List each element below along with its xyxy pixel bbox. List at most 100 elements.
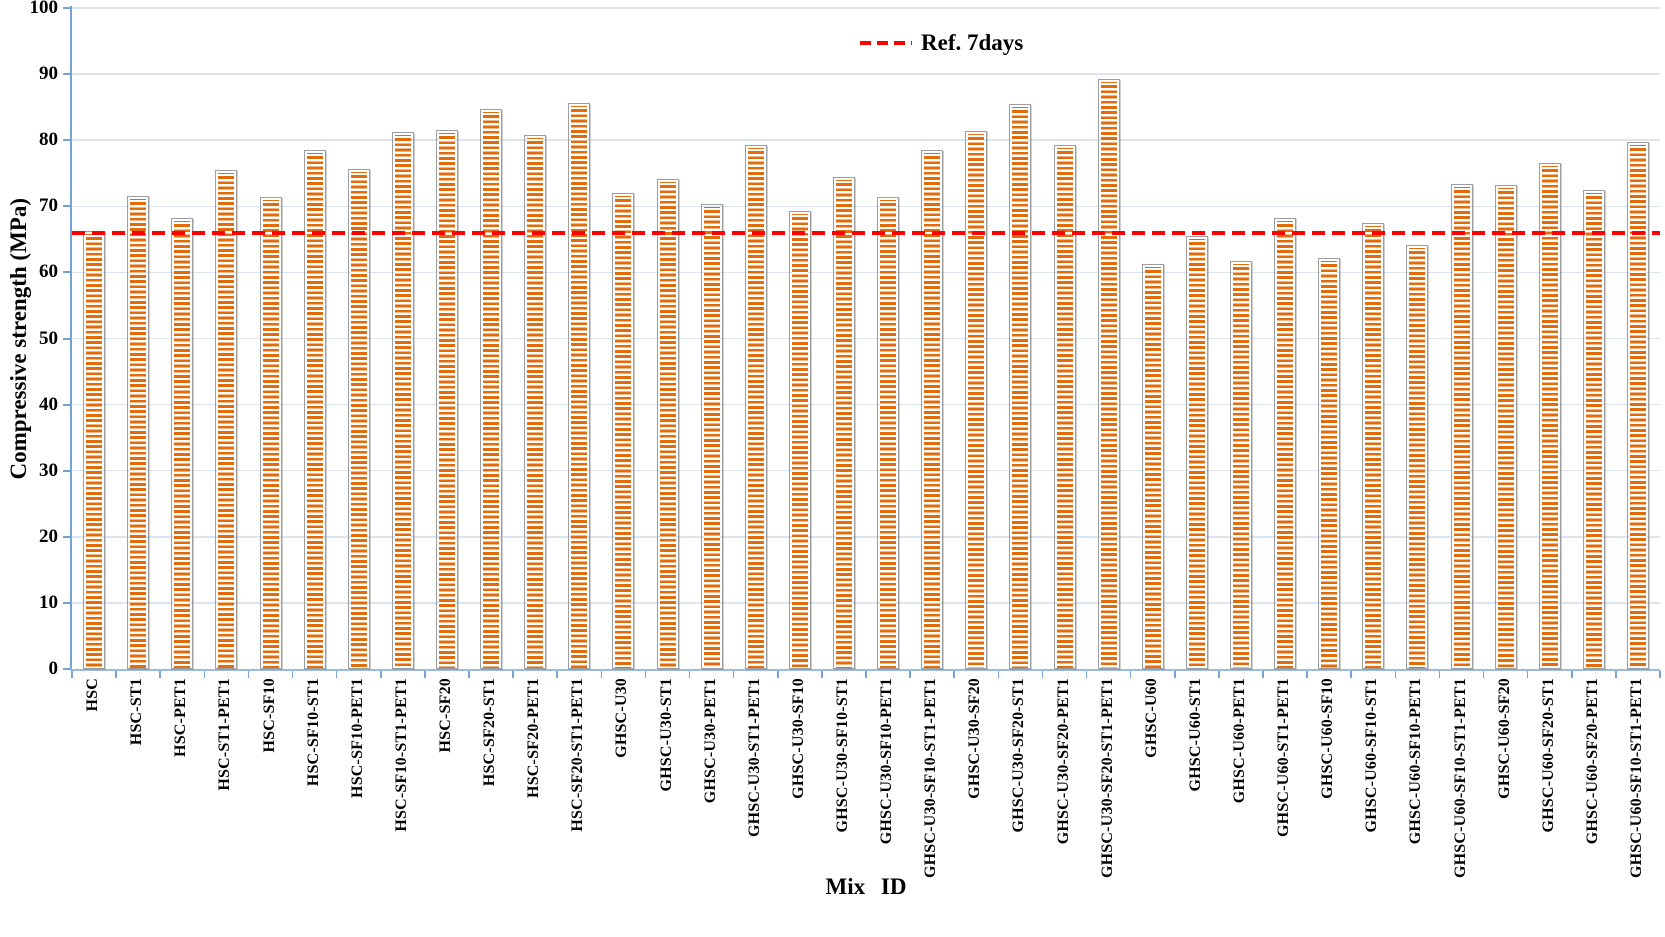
- x-label-GHSC-U30-SF20-ST1-PET1: GHSC-U30-SF20-ST1-PET1: [1098, 678, 1116, 878]
- bar-GHSC-U60-SF10-ST1: [1362, 223, 1385, 669]
- bar-HSC-SF20: [435, 129, 458, 669]
- x-axis-tick: [1085, 671, 1088, 678]
- y-axis-tick-50: [63, 337, 72, 340]
- bar-GHSC-U60-ST1: [1185, 236, 1208, 669]
- y-axis-tick-30: [63, 469, 72, 472]
- bar-GHSC-U60-SF10: [1318, 257, 1341, 669]
- bar-GHSC-U60-ST1-PET1: [1274, 218, 1297, 669]
- y-axis-tick-90: [63, 73, 72, 76]
- x-axis-tick: [1526, 671, 1529, 678]
- x-label-HSC-SF10-ST1-PET1: HSC-SF10-ST1-PET1: [392, 678, 410, 832]
- bar-GHSC-U60-SF10-ST1-PET1: [1626, 142, 1649, 669]
- y-tick-label-70: 70: [39, 195, 58, 217]
- bar-GHSC-U30-SF10: [788, 210, 811, 669]
- bar-GHSC-U30-SF10-ST1-PET1: [921, 150, 944, 669]
- x-axis-tick: [556, 671, 558, 678]
- x-axis-tick: [380, 671, 382, 678]
- x-label-GHSC-U30-ST1: GHSC-U30-ST1: [657, 678, 675, 792]
- x-label-GHSC-U60-ST1: GHSC-U60-ST1: [1186, 678, 1204, 792]
- bar-GHSC-U30-ST1-PET1: [744, 145, 767, 669]
- ref-line-legend-swatch-icon: [860, 41, 912, 45]
- bar-HSC-SF10-ST1-PET1: [391, 131, 414, 669]
- x-axis-tick: [1129, 671, 1132, 678]
- x-axis-tick: [1659, 671, 1661, 678]
- x-label-HSC-SF10-ST1: HSC-SF10-ST1: [304, 678, 322, 787]
- gridline-90: [72, 73, 1660, 75]
- x-label-GHSC-U30-PET1: GHSC-U30-PET1: [701, 678, 719, 804]
- bar-GHSC-U60-SF20: [1494, 185, 1517, 669]
- x-label-GHSC-U60-SF10: GHSC-U60-SF10: [1319, 678, 1337, 799]
- x-label-GHSC-U30: GHSC-U30: [613, 678, 631, 758]
- bar-GHSC-U30-SF10-PET1: [877, 197, 900, 669]
- y-tick-label-10: 10: [39, 591, 58, 613]
- bar-HSC-SF10: [259, 197, 282, 669]
- bar-HSC-ST1: [127, 196, 150, 669]
- x-axis-tick: [1482, 671, 1485, 678]
- x-label-GHSC-U30-SF20-PET1: GHSC-U30-SF20-PET1: [1054, 678, 1072, 845]
- x-label-HSC-SF10: HSC-SF10: [260, 678, 278, 753]
- y-axis-line: [70, 6, 72, 671]
- x-label-HSC: HSC: [84, 678, 102, 712]
- x-label-GHSC-U60-SF10-ST1-PET1: GHSC-U60-SF10-ST1-PET1: [1627, 678, 1645, 878]
- x-axis-tick: [247, 671, 250, 678]
- bar-GHSC-U30-SF20-ST1-PET1: [1097, 78, 1120, 669]
- x-axis-line: [70, 669, 1660, 671]
- x-label-GHSC-U30-SF20-ST1: GHSC-U30-SF20-ST1: [1010, 678, 1028, 833]
- x-label-GHSC-U30-SF10-ST1: GHSC-U30-SF10-ST1: [833, 678, 851, 833]
- x-axis-tick: [997, 671, 1000, 678]
- y-axis-tick-0: [63, 668, 72, 670]
- bar-HSC-ST1-PET1: [215, 169, 238, 669]
- x-axis-tick: [291, 671, 294, 678]
- bar-GHSC-U30-SF20-PET1: [1053, 145, 1076, 669]
- x-label-GHSC-U30-SF10: GHSC-U30-SF10: [789, 678, 807, 799]
- y-tick-label-60: 60: [39, 261, 58, 283]
- bar-HSC-PET1: [171, 218, 194, 669]
- x-label-GHSC-U60-SF20: GHSC-U60-SF20: [1495, 678, 1513, 799]
- x-label-GHSC-U30-SF10-PET1: GHSC-U30-SF10-PET1: [878, 678, 896, 845]
- gridline-10: [72, 602, 1660, 604]
- y-tick-label-90: 90: [39, 63, 58, 85]
- x-label-GHSC-U60-SF20-ST1: GHSC-U60-SF20-ST1: [1539, 678, 1557, 833]
- bar-GHSC-U30-SF20: [965, 130, 988, 669]
- x-axis-tick: [159, 671, 161, 678]
- x-label-HSC-ST1: HSC-ST1: [128, 678, 146, 746]
- x-axis-tick: [512, 671, 514, 678]
- x-axis-tick: [1438, 671, 1441, 678]
- x-axis-tick: [865, 671, 867, 678]
- y-axis-tick-80: [63, 139, 72, 142]
- x-axis-tick: [203, 671, 206, 678]
- x-label-HSC-ST1-PET1: HSC-ST1-PET1: [216, 678, 234, 791]
- x-axis-tick: [71, 671, 73, 678]
- bar-HSC: [83, 231, 106, 669]
- x-label-GHSC-U60-PET1: GHSC-U60-PET1: [1230, 678, 1248, 804]
- gridline-80: [72, 139, 1660, 141]
- x-axis-tick: [1306, 671, 1308, 678]
- x-axis-tick: [424, 671, 426, 678]
- bar-GHSC-U60-SF10-PET1: [1406, 245, 1429, 669]
- x-axis-tick: [1262, 671, 1264, 678]
- bar-GHSC-U30-PET1: [700, 204, 723, 669]
- x-label-GHSC-U60: GHSC-U60: [1142, 678, 1160, 758]
- x-axis-tick: [1350, 671, 1352, 678]
- x-axis-tick: [600, 671, 603, 678]
- y-axis-tick-20: [63, 535, 72, 538]
- x-axis-tick: [1571, 671, 1573, 678]
- y-tick-label-30: 30: [39, 459, 58, 481]
- y-axis-tick-40: [63, 403, 72, 406]
- x-axis-tick: [909, 671, 911, 678]
- bar-GHSC-U30: [612, 193, 635, 669]
- bar-GHSC-U60-SF20-ST1: [1538, 162, 1561, 669]
- reference-line-7days: [72, 230, 1660, 235]
- gridline-30: [72, 469, 1660, 472]
- bar-GHSC-U30-ST1: [656, 178, 679, 669]
- x-label-GHSC-U60-SF10-ST1-PET1: GHSC-U60-SF10-ST1-PET1: [1451, 678, 1469, 878]
- y-tick-label-80: 80: [39, 129, 58, 151]
- x-label-GHSC-U30-ST1-PET1: GHSC-U30-ST1-PET1: [745, 678, 763, 837]
- x-axis-tick: [1615, 671, 1617, 678]
- x-label-HSC-SF20-PET1: HSC-SF20-PET1: [525, 678, 543, 798]
- x-label-HSC-SF10-PET1: HSC-SF10-PET1: [348, 678, 366, 798]
- bar-GHSC-U60-SF10-ST1-PET1: [1450, 184, 1473, 669]
- y-tick-label-40: 40: [39, 393, 58, 415]
- legend-label: Ref. 7days: [921, 30, 1024, 55]
